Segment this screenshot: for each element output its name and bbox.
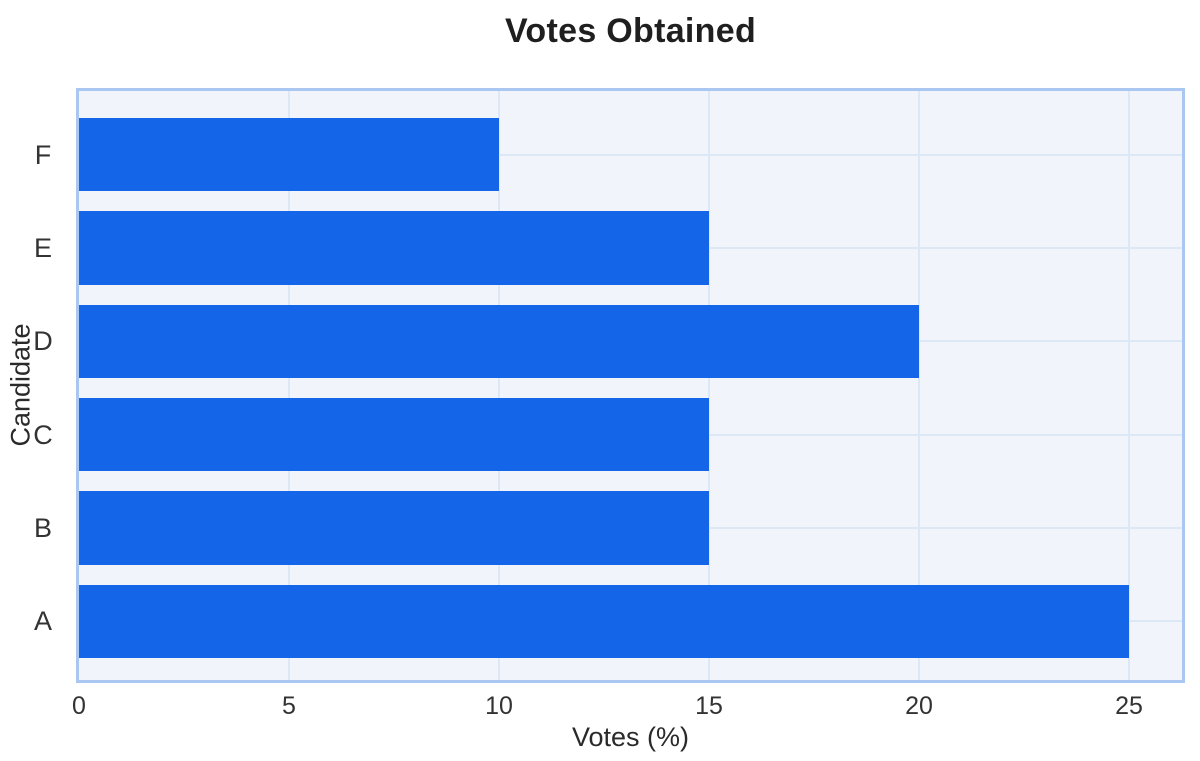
chart-title: Votes Obtained [504,12,757,50]
y-tick-label: D [33,326,53,357]
x-tick-label: 25 [1115,692,1143,720]
y-tick-label: A [33,606,52,637]
vertical-gridline [1128,91,1130,680]
bar-candidate-F [79,118,499,192]
bar-candidate-C [79,398,709,472]
vertical-gridline [498,91,500,680]
vertical-gridline [708,91,710,680]
x-tick-label: 5 [282,692,296,720]
x-tick-label: 20 [905,692,933,720]
bar-candidate-E [79,211,709,285]
y-tick-label: B [33,513,52,543]
vertical-gridline [918,91,920,680]
horizontal-gridline [79,153,1182,156]
x-tick-label: 0 [72,692,86,720]
y-tick-label: C [33,419,53,450]
vertical-gridline [288,91,290,680]
bar-candidate-B [79,491,709,565]
x-tick-label: 10 [485,692,513,720]
bar-candidate-A [79,584,1129,658]
y-tick-label: F [34,139,52,170]
x-tick-label: 15 [695,692,723,720]
x-axis-label: Votes (%) [571,722,690,752]
y-tick-label: E [33,233,52,263]
plot-area [76,88,1185,683]
bar-candidate-D [79,304,919,378]
